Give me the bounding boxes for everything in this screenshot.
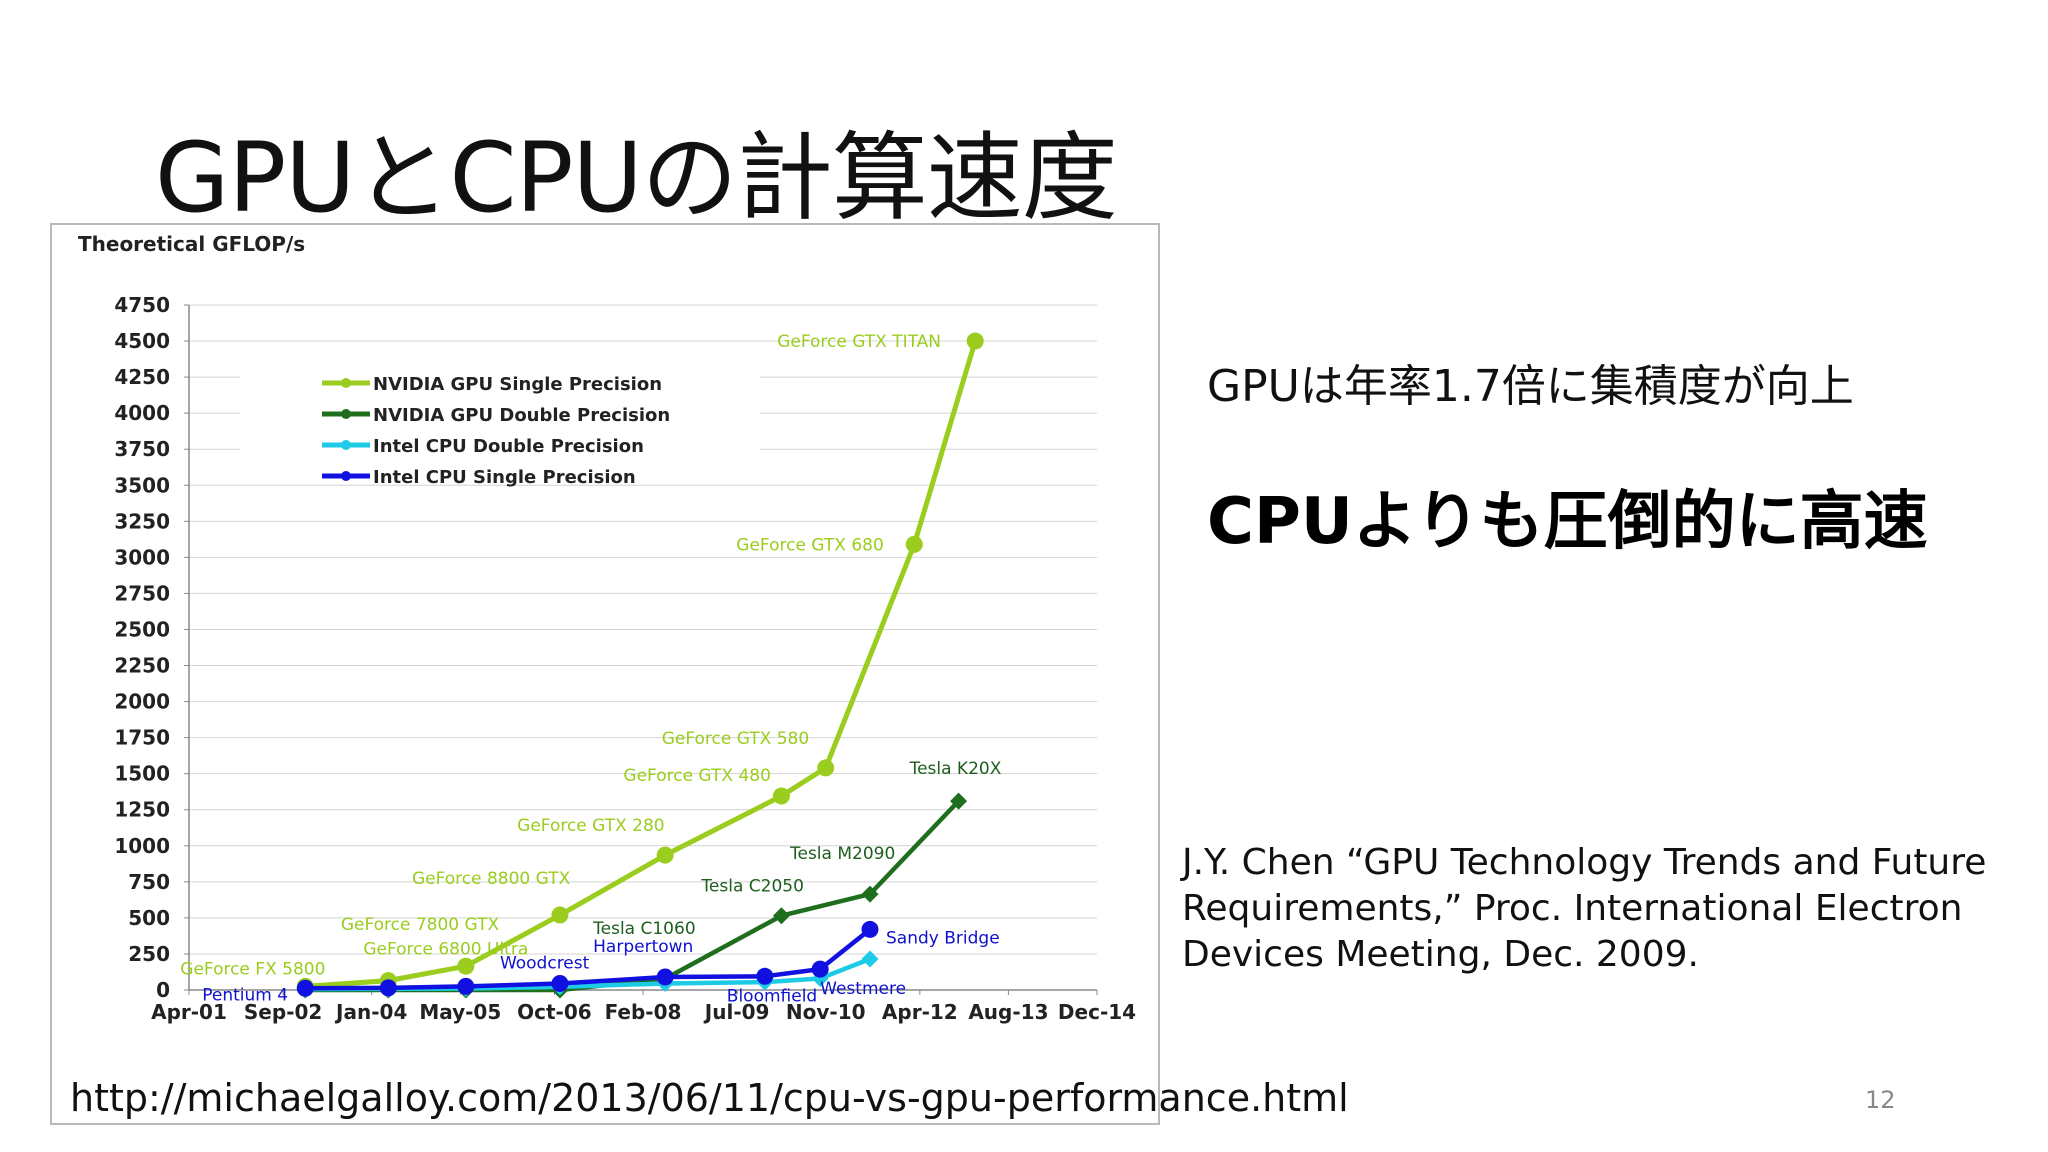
point-annotation: Woodcrest (500, 954, 590, 974)
y-tick-label: 2500 (114, 617, 170, 641)
point-annotation: GeForce FX 5800 (180, 959, 325, 979)
slide-title: GPUとCPUの計算速度 (155, 122, 1118, 234)
data-point (551, 906, 569, 924)
data-point (379, 979, 397, 997)
data-point (756, 967, 774, 985)
legend-swatch-marker (341, 378, 351, 388)
page-number: 12 (1865, 1086, 1896, 1114)
y-tick-label: 0 (156, 978, 170, 1002)
point-annotation: GeForce GTX 580 (662, 729, 809, 749)
x-tick-label: Dec-14 (1058, 1000, 1136, 1024)
point-annotation: Tesla C2050 (700, 877, 804, 897)
data-point (656, 968, 674, 986)
x-tick-label: Jan-04 (334, 1000, 407, 1024)
data-point (457, 977, 475, 995)
legend-background (240, 353, 760, 481)
data-point (905, 535, 923, 553)
x-tick-label: Feb-08 (605, 1000, 682, 1024)
point-growth-rate: GPUは年率1.7倍に集積度が向上 (1207, 361, 1854, 412)
legend-swatch-marker (341, 440, 351, 450)
x-tick-label: Oct-06 (517, 1000, 592, 1024)
point-annotation: Tesla C1060 (592, 919, 696, 939)
data-point (861, 920, 879, 938)
y-axis-label: Theoretical GFLOP/s (78, 232, 305, 256)
legend-entry: Intel CPU Double Precision (373, 436, 644, 457)
y-tick-label: 2250 (114, 654, 170, 678)
data-point (861, 950, 879, 968)
x-tick-label: Jul-09 (703, 1000, 770, 1024)
data-point (811, 960, 829, 978)
y-tick-label: 3250 (114, 509, 170, 533)
y-tick-label: 3750 (114, 437, 170, 461)
point-annotation: GeForce 6800 Ultra (363, 940, 528, 960)
point-annotation: Tesla M2090 (789, 844, 895, 864)
x-tick-label: Aug-13 (968, 1000, 1048, 1024)
y-tick-label: 3000 (114, 545, 170, 569)
point-annotation: Bloomfield (727, 986, 817, 1006)
data-point (551, 975, 569, 993)
y-tick-label: 2750 (114, 581, 170, 605)
chart-svg: Theoretical GFLOP/s 0 250 500 750 1000 1250 150… (78, 232, 1136, 1024)
y-tick-label: 3500 (114, 473, 170, 497)
point-annotation: GeForce GTX 280 (517, 816, 664, 836)
point-annotation: Harpertown (593, 937, 693, 957)
point-faster-than-cpu: CPUよりも圧倒的に高速 (1207, 485, 1928, 559)
source-link[interactable]: http://michaelgalloy.com/2013/06/11/cpu-… (70, 1076, 1349, 1120)
point-annotation: Sandy Bridge (886, 928, 1000, 948)
y-tick-label: 4250 (114, 365, 170, 389)
y-tick-label: 1500 (114, 762, 170, 786)
legend-entry: NVIDIA GPU Double Precision (373, 405, 670, 426)
data-point (656, 846, 674, 864)
gflops-chart: Theoretical GFLOP/s 0 250 500 750 1000 1250 150… (50, 223, 1160, 1125)
x-tick-label: Apr-12 (882, 1000, 958, 1024)
x-tick-label: Apr-01 (151, 1000, 227, 1024)
y-tick-label: 500 (128, 906, 170, 930)
data-point (966, 332, 984, 350)
point-annotation: GeForce 8800 GTX (412, 869, 571, 889)
legend-entry: Intel CPU Single Precision (373, 467, 636, 488)
series-line (305, 927, 872, 991)
legend-entry: NVIDIA GPU Single Precision (373, 374, 662, 395)
point-annotation: Westmere (820, 979, 906, 999)
data-point (772, 787, 790, 805)
point-annotation: Tesla K20X (909, 759, 1002, 779)
point-annotation: Pentium 4 (202, 985, 288, 1005)
data-point (817, 759, 835, 777)
y-tick-label: 4000 (114, 401, 170, 425)
point-annotation: GeForce GTX 480 (623, 766, 770, 786)
y-tick-label: 2000 (114, 690, 170, 714)
legend-swatch-marker (341, 471, 351, 481)
citation: J.Y. Chen “GPU Technology Trends and Fut… (1182, 842, 1987, 975)
data-point (296, 979, 314, 997)
y-tick-label: 250 (128, 942, 170, 966)
y-tick-label: 4500 (114, 329, 170, 353)
y-tick-label: 4750 (114, 293, 170, 317)
y-tick-label: 1250 (114, 798, 170, 822)
point-annotation: GeForce 7800 GTX (341, 915, 500, 935)
data-point (950, 792, 968, 810)
data-point (861, 885, 879, 903)
y-tick-label: 750 (128, 870, 170, 894)
x-tick-label: May-05 (419, 1000, 501, 1024)
y-tick-label: 1750 (114, 726, 170, 750)
y-tick-label: 1000 (114, 834, 170, 858)
x-tick-label: Sep-02 (244, 1000, 322, 1024)
data-point (457, 957, 475, 975)
point-annotation: GeForce GTX TITAN (777, 332, 941, 352)
legend-swatch-marker (341, 409, 351, 419)
data-point (772, 907, 790, 925)
x-tick-label: Nov-10 (786, 1000, 866, 1024)
point-annotation: GeForce GTX 680 (736, 535, 883, 555)
